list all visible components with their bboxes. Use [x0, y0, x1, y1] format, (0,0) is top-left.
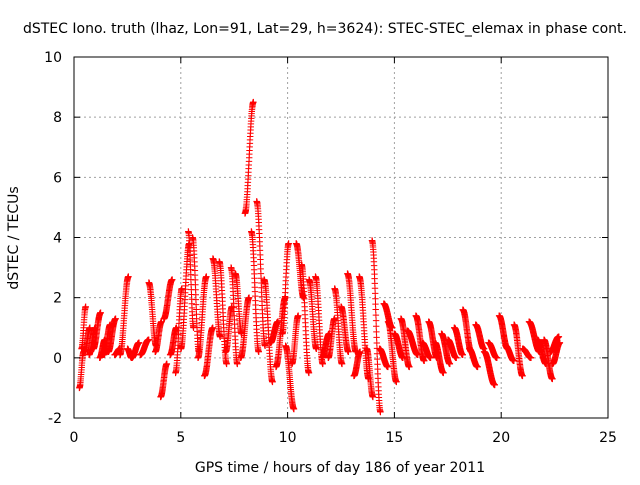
- data-point: [145, 336, 152, 343]
- x-tick-label: 5: [176, 430, 185, 446]
- data-point: [373, 323, 380, 330]
- data-point: [295, 312, 302, 319]
- data-point: [112, 315, 119, 322]
- y-tick-label: 2: [53, 291, 62, 307]
- data-point: [491, 381, 498, 389]
- data-point: [493, 354, 501, 361]
- y-axis-label: dSTEC / TECUs: [6, 186, 22, 289]
- data-point: [373, 334, 380, 341]
- data-point: [82, 303, 89, 310]
- x-tick-label: 25: [599, 430, 617, 446]
- data-point: [474, 363, 481, 371]
- data-point: [453, 354, 460, 361]
- data-point: [393, 378, 400, 386]
- data-point: [169, 276, 176, 283]
- data-point: [372, 311, 380, 319]
- data-point: [203, 273, 210, 280]
- x-tick-label: 20: [492, 430, 510, 446]
- axis-ticks: 0 5 10 15 20 25 -2 0 2 4 6 8 10: [44, 50, 617, 446]
- data-point: [549, 375, 556, 383]
- x-tick-label: 10: [279, 430, 297, 446]
- data-point: [262, 342, 269, 349]
- data-point: [250, 98, 257, 106]
- data-point: [519, 372, 526, 380]
- y-tick-label: 0: [53, 351, 62, 367]
- data-point: [373, 339, 380, 347]
- data-point: [372, 317, 380, 324]
- data-point: [234, 360, 241, 368]
- data-point: [255, 348, 262, 355]
- data-point: [209, 324, 216, 331]
- data-point: [377, 408, 384, 416]
- data-point: [285, 240, 292, 247]
- data-point: [331, 315, 338, 322]
- data-point: [372, 300, 379, 308]
- data-point: [357, 348, 364, 355]
- data-point: [510, 357, 518, 364]
- chart-title: dSTEC Iono. truth (lhaz, Lon=91, Lat=29,…: [23, 21, 627, 37]
- data-point: [373, 328, 380, 336]
- data-point: [427, 354, 434, 361]
- data-points: [76, 98, 564, 416]
- data-point: [338, 360, 346, 368]
- data-point: [384, 363, 392, 371]
- x-axis-label: GPS time / hours of day 186 of year 2011: [195, 460, 485, 476]
- y-tick-label: 4: [53, 231, 62, 247]
- data-point: [369, 393, 377, 401]
- data-point: [163, 360, 171, 368]
- data-point: [269, 378, 276, 386]
- data-point: [223, 360, 230, 368]
- data-point: [421, 357, 428, 364]
- data-point: [556, 339, 564, 346]
- data-point: [527, 354, 535, 361]
- data-point: [372, 306, 379, 313]
- data-point: [135, 339, 143, 346]
- data-point: [97, 309, 104, 316]
- data-point: [125, 273, 132, 280]
- data-point: [406, 363, 413, 371]
- data-point: [459, 351, 466, 358]
- data-point: [440, 369, 447, 377]
- y-tick-label: -2: [48, 411, 62, 427]
- y-tick-label: 10: [44, 50, 62, 66]
- data-point: [305, 369, 313, 377]
- data-point: [345, 348, 352, 355]
- data-point: [319, 360, 326, 368]
- data-point: [246, 294, 253, 301]
- x-tick-label: 0: [70, 430, 79, 446]
- data-point: [446, 360, 454, 368]
- data-point: [274, 318, 282, 325]
- y-tick-label: 8: [53, 110, 62, 126]
- data-point: [217, 333, 224, 340]
- data-point: [555, 333, 563, 340]
- data-point: [372, 295, 379, 302]
- data-point: [313, 345, 320, 352]
- data-point: [178, 285, 186, 292]
- y-tick-label: 6: [53, 170, 62, 186]
- data-point: [290, 405, 298, 413]
- x-tick-label: 15: [385, 430, 403, 446]
